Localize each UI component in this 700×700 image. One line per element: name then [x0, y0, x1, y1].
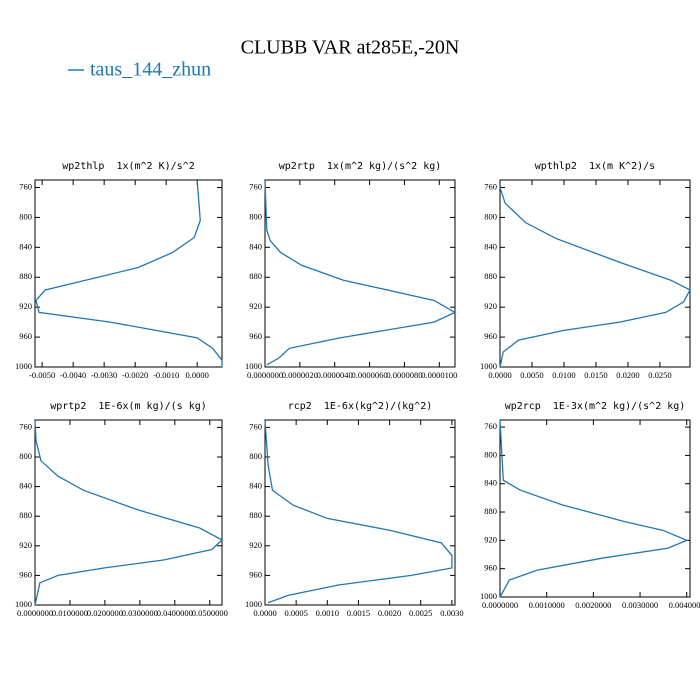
y-tick-label: 760	[249, 181, 262, 191]
x-tick-label: -0.0010	[153, 370, 179, 380]
legend-label: taus_144_zhun	[90, 59, 211, 81]
y-tick-label: 760	[19, 181, 32, 191]
x-tick-label: 0.0000060	[352, 370, 388, 380]
plot-frame	[264, 179, 456, 368]
x-tick-label: 0.0000080	[386, 370, 422, 380]
y-tick-label: 840	[484, 241, 497, 251]
x-tick-label: 0.0200000	[87, 608, 123, 618]
x-tick-label: 0.0040000	[669, 600, 700, 610]
x-tick-label: 0.0000	[253, 608, 276, 618]
panel-title: wprtp2 1E-6x(m kg)/(s kg)	[50, 401, 207, 412]
x-tick-label: 0.0020	[378, 608, 401, 618]
profile-line	[34, 420, 224, 606]
y-tick-label: 880	[19, 510, 32, 520]
y-tick-label: 1000	[480, 591, 497, 601]
y-tick-label: 800	[19, 451, 32, 461]
x-tick-label: 0.0300000	[122, 608, 158, 618]
y-tick-label: 760	[249, 421, 262, 431]
y-tick-label: 760	[484, 421, 497, 431]
y-tick-label: 800	[484, 449, 497, 459]
y-tick-label: 800	[19, 211, 32, 221]
y-tick-label: 920	[484, 534, 497, 544]
x-tick-label: -0.0050	[29, 370, 55, 380]
y-tick-label: 920	[19, 301, 32, 311]
y-tick-label: 960	[19, 569, 32, 579]
x-tick-label: 0.0250	[648, 370, 671, 380]
y-tick-label: 920	[249, 301, 262, 311]
x-tick-label: 0.0020000	[575, 600, 611, 610]
profile-line	[499, 419, 689, 598]
panel-title: rcp2 1E-6x(kg^2)/(kg^2)	[288, 401, 433, 412]
y-tick-label: 920	[19, 540, 32, 550]
y-tick-label: 1000	[245, 361, 262, 371]
plot-frame	[34, 179, 223, 368]
x-tick-label: 0.0000100	[421, 370, 457, 380]
profile-line	[264, 180, 457, 366]
y-tick-label: 960	[249, 331, 262, 341]
x-tick-label: 0.0100000	[52, 608, 88, 618]
x-tick-label: 0.0000040	[317, 370, 353, 380]
x-tick-label: 0.0500000	[192, 608, 228, 618]
x-tick-label: -0.0020	[122, 370, 148, 380]
y-tick-label: 840	[19, 241, 32, 251]
y-tick-label: 960	[484, 331, 497, 341]
y-tick-label: 880	[484, 506, 497, 516]
y-tick-label: 840	[19, 481, 32, 491]
y-tick-label: 880	[249, 271, 262, 281]
x-tick-label: 0.0000000	[482, 600, 518, 610]
y-tick-label: 760	[484, 181, 497, 191]
panel-title: wpthlp2 1x(m K^2)/s	[535, 161, 655, 172]
plot-frame	[499, 179, 691, 368]
y-tick-label: 880	[484, 271, 497, 281]
x-tick-label: 0.0015	[347, 608, 370, 618]
profile-line	[35, 180, 223, 367]
y-tick-label: 1000	[15, 599, 32, 609]
y-tick-label: 920	[484, 301, 497, 311]
x-tick-label: 0.0010	[316, 608, 339, 618]
y-tick-label: 960	[19, 331, 32, 341]
plot-frame	[34, 419, 223, 606]
y-tick-label: 800	[249, 211, 262, 221]
profile-line	[264, 420, 453, 604]
x-tick-label: 0.0000000	[247, 370, 283, 380]
x-tick-label: -0.0030	[91, 370, 117, 380]
y-tick-label: 1000	[480, 361, 497, 371]
y-tick-label: 1000	[15, 361, 32, 371]
y-tick-label: 840	[484, 478, 497, 488]
y-tick-label: 920	[249, 540, 262, 550]
y-tick-label: 880	[19, 271, 32, 281]
x-tick-label: 0.0030	[440, 608, 463, 618]
x-tick-label: 0.0400000	[157, 608, 193, 618]
y-tick-label: 800	[484, 211, 497, 221]
figure-title: CLUBB VAR at285E,-20N	[241, 37, 460, 59]
profile-line	[499, 187, 691, 368]
x-tick-label: 0.0000000	[17, 608, 53, 618]
y-tick-label: 760	[19, 421, 32, 431]
y-tick-label: 1000	[245, 599, 262, 609]
y-tick-label: 800	[249, 451, 262, 461]
y-tick-label: 880	[249, 510, 262, 520]
x-tick-label: -0.0040	[60, 370, 86, 380]
x-tick-label: 0.0030000	[622, 600, 658, 610]
x-tick-label: 0.0200	[616, 370, 639, 380]
x-tick-label: 0.0150	[584, 370, 607, 380]
y-tick-label: 840	[249, 241, 262, 251]
x-tick-label: 0.0010000	[529, 600, 565, 610]
y-tick-label: 960	[249, 569, 262, 579]
plot-frame	[264, 419, 456, 606]
x-tick-label: 0.0100	[552, 370, 575, 380]
x-tick-label: 0.0000	[488, 370, 511, 380]
x-tick-label: 0.0000020	[282, 370, 318, 380]
y-tick-label: 840	[249, 481, 262, 491]
plot-frame	[499, 419, 691, 598]
panel-title: wp2rcp 1E-3x(m^2 kg)/(s^2 kg)	[505, 401, 686, 412]
x-tick-label: 0.0005	[284, 608, 307, 618]
y-tick-label: 960	[484, 563, 497, 573]
x-tick-label: 0.0025	[409, 608, 432, 618]
panel-title: wp2rtp 1x(m^2 kg)/(s^2 kg)	[279, 161, 442, 172]
x-tick-label: 0.0050	[520, 370, 543, 380]
panel-title: wp2thlp 1x(m^2 K)/s^2	[62, 161, 194, 172]
x-tick-label: 0.0000	[186, 370, 209, 380]
